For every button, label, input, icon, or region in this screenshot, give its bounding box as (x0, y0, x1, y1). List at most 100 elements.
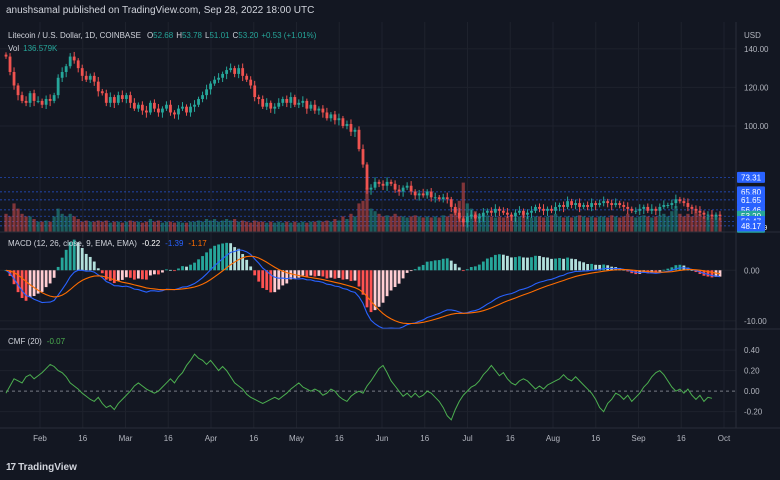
candle-body (24, 100, 28, 103)
macd-hist-bar (501, 254, 505, 271)
macd-hist-bar (485, 258, 489, 271)
candle-body (108, 97, 112, 103)
volume-bar (537, 216, 542, 232)
candle-body (132, 102, 136, 109)
candle-body (698, 210, 702, 213)
macd-hist-bar (52, 270, 56, 278)
chart-area[interactable]: USD 140.00 120.00 100.00 73.31 65.8061.6556… (0, 0, 780, 454)
macd-hist-bar (473, 266, 477, 271)
macd-hist-bar (554, 258, 557, 271)
volume-bar (265, 222, 269, 232)
candle-body (281, 98, 285, 103)
volume-bar (453, 208, 457, 232)
candle-body (638, 208, 642, 211)
candle-body (124, 95, 128, 99)
macd-hist-bar (157, 270, 160, 275)
volume-bar (44, 220, 48, 232)
volume-bar (421, 217, 425, 232)
macd-hist-bar (269, 270, 273, 293)
macd-hist-bar (558, 258, 561, 271)
volume-bar (136, 221, 140, 232)
volume-bar (393, 213, 397, 232)
volume-bar (80, 221, 84, 232)
volume-bar (582, 216, 586, 232)
volume-bar (4, 213, 8, 232)
macd-hist-bar (586, 264, 590, 271)
volume-bar (24, 216, 28, 232)
macd-hist-bar (253, 270, 257, 276)
candle-body (614, 203, 618, 206)
candle-body (4, 54, 8, 57)
macd-hist-bar (60, 257, 64, 271)
macd-legend: MACD (12, 26, close, 9, EMA, EMA) -0.22 -1… (8, 239, 207, 248)
price-axis-ticks: 140.00 120.00 100.00 (744, 45, 769, 131)
signal-line (5, 255, 721, 325)
volume-bar (192, 221, 197, 232)
axis-currency-label: USD (744, 31, 761, 40)
macd-hist-bar (369, 270, 373, 313)
volume-bar (521, 213, 526, 232)
macd-line (5, 249, 721, 329)
candle-body (341, 118, 345, 126)
volume-bar (249, 222, 253, 232)
macd-hist-bar (317, 270, 321, 276)
candle-body (582, 205, 586, 207)
volume-bar (417, 216, 421, 232)
macd-tick-label: -10.00 (744, 317, 767, 326)
price-tag (737, 220, 765, 232)
candle-body (421, 193, 425, 196)
volume-bar (682, 216, 686, 232)
candle-body (425, 191, 429, 196)
macd-hist-bar (393, 270, 397, 288)
volume-bar (573, 216, 578, 232)
macd-hist-bar (128, 270, 132, 278)
volume-bar (674, 206, 678, 232)
candle-body (674, 199, 678, 204)
volume-bar (565, 216, 570, 232)
cmf-value: -0.07 (47, 337, 66, 346)
volume-bar (698, 213, 702, 232)
candle-body (381, 183, 385, 186)
volume-bar (333, 219, 337, 232)
candle-body (60, 71, 64, 78)
macd-hist-bar (582, 262, 586, 271)
macd-hist-bar (526, 257, 529, 271)
candle-body (670, 203, 674, 206)
macd-hist-bar (690, 269, 694, 271)
candle-body (646, 206, 650, 211)
volume-bar (557, 216, 562, 232)
macd-hist-bar (169, 269, 172, 271)
candle-body (177, 108, 180, 115)
change-value: +0.53 (+1.01%) (261, 31, 316, 40)
candle-body (393, 183, 397, 190)
volume-bar (517, 216, 522, 232)
candle-body (461, 218, 465, 223)
candle-body (514, 212, 517, 217)
volume-bar (104, 220, 108, 232)
macd-hist-bar (397, 270, 401, 284)
macd-hist-bar (333, 270, 337, 279)
time-tick-label: Aug (546, 434, 560, 443)
open-value: 52.68 (153, 31, 174, 40)
volume-bar (714, 216, 718, 232)
candle-body (285, 98, 289, 103)
candle-body (225, 70, 229, 74)
macd-hist-bar (173, 270, 176, 272)
candle-body (594, 203, 598, 206)
volume-bar (100, 221, 104, 232)
candle-body (510, 214, 513, 217)
candle-body (574, 203, 577, 206)
candle-body (622, 205, 626, 207)
time-tick-label: Oct (718, 434, 731, 443)
macd-hist-bar (365, 270, 369, 308)
macd-hist-bar (341, 270, 345, 280)
volume-bar (313, 221, 317, 232)
macd-hist-bar (489, 257, 493, 271)
volume-bar (124, 221, 128, 232)
macd-hist-bar (44, 270, 48, 288)
publish-info: anushsamal published on TradingView.com,… (6, 5, 315, 16)
candle-body (590, 203, 594, 207)
candle-body (173, 112, 176, 115)
volume-bar (598, 216, 602, 232)
